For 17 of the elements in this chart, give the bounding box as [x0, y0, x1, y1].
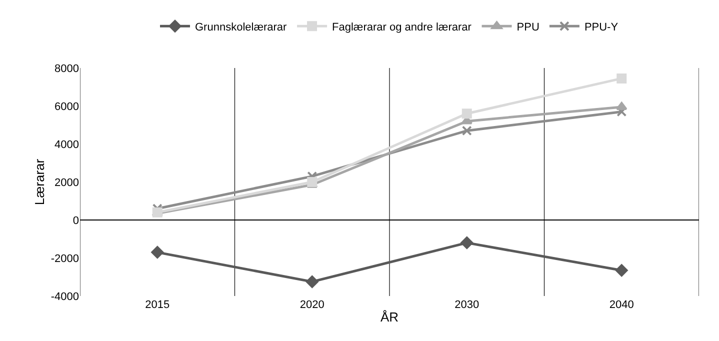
y-tick-label: 2000 [54, 176, 79, 189]
y-tick-label: 6000 [54, 100, 79, 113]
x-axis-title: ÅR [380, 310, 399, 325]
legend-label: Faglærarar og andre lærarar [332, 21, 472, 34]
x-tick-label: 2015 [145, 299, 170, 311]
x-tick-label: 2020 [300, 299, 324, 311]
x-tick-label: 2040 [609, 299, 634, 311]
y-tick-label: 8000 [54, 62, 79, 75]
y-axis-title: Lærarar [32, 158, 47, 206]
legend-label: Grunnskolelærarar [195, 21, 288, 34]
y-tick-label: -2000 [50, 252, 79, 265]
y-tick-label: -4000 [50, 290, 79, 303]
x-tick-label: 2030 [454, 299, 480, 311]
legend-label: PPU [516, 21, 540, 34]
y-tick-label: 4000 [54, 138, 79, 151]
legend-label: PPU-Y [584, 21, 619, 34]
y-tick-label: 0 [72, 214, 79, 227]
